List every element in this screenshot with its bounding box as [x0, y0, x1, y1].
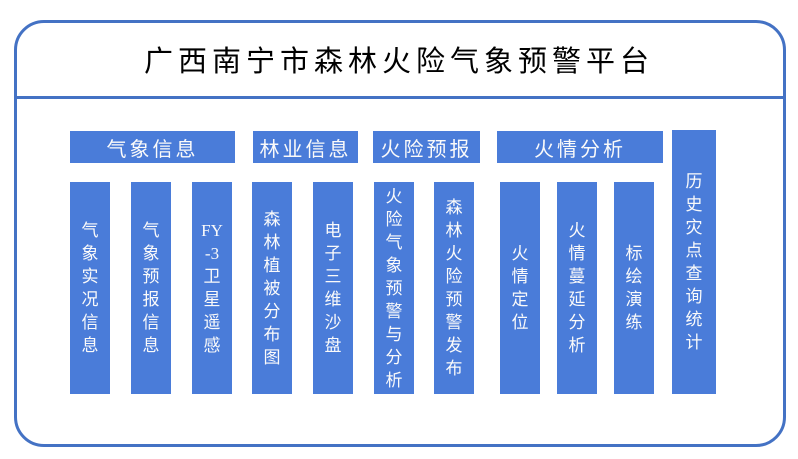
column-weather-forecast-info: 气象预报信息: [131, 182, 171, 394]
column-fy3-satellite-remote-sensing: FY -3 卫星遥感: [192, 182, 232, 394]
column-label-char: 报: [142, 290, 160, 309]
header-fire-analysis: 火情分析: [497, 131, 663, 163]
column-label-char: 析: [568, 336, 586, 355]
column-historical-disaster-query-stats: 历史灾点查询统计: [672, 130, 716, 394]
column-label-char: 林: [263, 232, 281, 252]
column-label-char: 火: [568, 221, 586, 240]
column-label-char: 布: [263, 324, 281, 344]
column-label-char: 史: [685, 195, 703, 214]
outer-frame: [14, 20, 786, 447]
column-label-char: 息: [142, 336, 160, 355]
column-label-char: 象: [385, 255, 403, 275]
column-label-char: FY: [201, 221, 223, 240]
column-label-char: 况: [81, 290, 99, 309]
column-label-char: 被: [263, 278, 281, 298]
column-label-char: 标: [625, 244, 643, 263]
column-label-char: 象: [142, 244, 160, 263]
column-label-char: 灾: [685, 218, 703, 237]
column-label-char: 信: [81, 313, 99, 332]
column-label-char: 盘: [324, 336, 342, 355]
column-plotting-drill: 标绘演练: [614, 182, 654, 394]
column-label-char: 预: [385, 278, 403, 298]
column-label-char: 预: [445, 290, 463, 309]
column-label-char: 布: [445, 359, 463, 378]
column-label-char: 维: [324, 290, 342, 309]
column-label-char: 计: [685, 333, 703, 352]
column-label-char: 绘: [625, 267, 643, 286]
column-label-char: 森: [263, 209, 281, 229]
column-label-char: 星: [203, 290, 221, 309]
column-forest-vegetation-map: 森林植被分布图: [252, 182, 292, 394]
column-label-char: 点: [685, 241, 703, 260]
column-label-char: 气: [81, 221, 99, 240]
column-label-char: 与: [385, 324, 403, 344]
column-label-char: 植: [263, 255, 281, 275]
column-weather-realtime-info: 气象实况信息: [70, 182, 110, 394]
column-electronic-3d-sandbox: 电子三维沙盘: [313, 182, 353, 394]
column-label-char: 练: [625, 313, 643, 332]
column-label-char: 警: [385, 301, 403, 321]
title-divider: [14, 96, 786, 99]
column-label-char: 情: [568, 244, 586, 263]
column-label-char: 演: [625, 290, 643, 309]
column-label-char: 警: [445, 313, 463, 332]
column-label-char: 分: [385, 347, 403, 367]
column-label-char: -3: [204, 244, 220, 263]
column-label-char: 图: [263, 347, 281, 367]
column-label-char: 三: [324, 267, 342, 286]
column-label-char: 险: [385, 209, 403, 229]
column-label-char: 沙: [324, 313, 342, 332]
column-label-char: 统: [685, 310, 703, 329]
column-label-char: 定: [511, 290, 529, 309]
header-forestry-info: 林业信息: [253, 131, 358, 163]
column-label-char: 息: [81, 336, 99, 355]
column-label-char: 火: [511, 244, 529, 263]
column-label-char: 实: [81, 267, 99, 286]
column-label-char: 子: [324, 244, 342, 263]
column-fire-location: 火情定位: [500, 182, 540, 394]
header-weather-info: 气象信息: [70, 131, 235, 163]
column-label-char: 森: [445, 198, 463, 217]
column-label-char: 林: [445, 221, 463, 240]
column-label-char: 蔓: [568, 267, 586, 286]
column-label-char: 发: [445, 336, 463, 355]
column-fire-weather-warning-analysis: 火险气象预警与分析: [374, 182, 414, 394]
column-label-char: 预: [142, 267, 160, 286]
column-label-char: 火: [385, 186, 403, 206]
column-label-char: 位: [511, 313, 529, 332]
column-label-char: 析: [385, 370, 403, 390]
column-label-char: 遥: [203, 313, 221, 332]
column-label-char: 象: [81, 244, 99, 263]
column-label-char: 分: [263, 301, 281, 321]
column-label-char: 电: [324, 221, 342, 240]
column-label-char: 查: [685, 264, 703, 283]
header-fire-risk-forecast: 火险预报: [373, 131, 480, 163]
column-label-char: 气: [385, 232, 403, 252]
column-label-char: 询: [685, 287, 703, 306]
column-label-char: 延: [568, 290, 586, 309]
page-title: 广西南宁市森林火险气象预警平台: [143, 46, 654, 78]
column-label-char: 历: [685, 172, 703, 191]
column-label-char: 险: [445, 267, 463, 286]
column-fire-spread-analysis: 火情蔓延分析: [557, 182, 597, 394]
column-label-char: 感: [203, 336, 221, 355]
column-label-char: 信: [142, 313, 160, 332]
column-forest-fire-warning-release: 森林火险预警发布: [434, 182, 474, 394]
column-label-char: 火: [445, 244, 463, 263]
column-label-char: 分: [568, 313, 586, 332]
column-label-char: 卫: [203, 267, 221, 286]
column-label-char: 气: [142, 221, 160, 240]
column-label-char: 情: [511, 267, 529, 286]
